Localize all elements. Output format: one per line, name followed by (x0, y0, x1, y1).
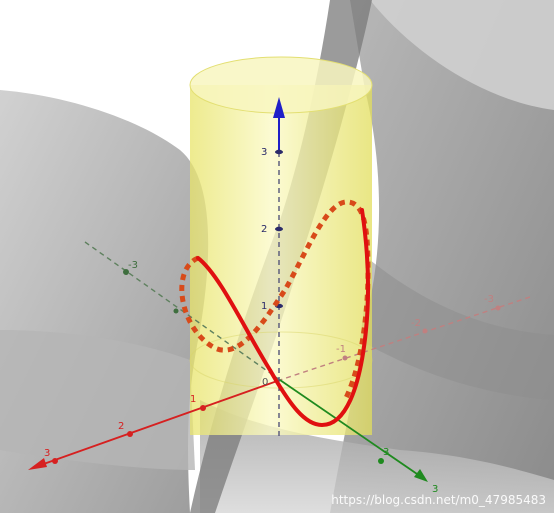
x-tick-label: 2 (118, 421, 124, 432)
x-tick-label: -3 (484, 294, 494, 305)
x-axis-arrow-icon (28, 458, 47, 470)
x-axis (28, 296, 531, 470)
curve-dashed (179, 199, 371, 402)
z-axis (273, 97, 285, 436)
y-axis-arrow-icon (414, 469, 428, 482)
z-tick-label: 1 (261, 301, 267, 312)
y-tick-label: 3 (432, 484, 438, 495)
y-tick-label: -3 (128, 260, 138, 271)
axis-tick-labels: 3 2 1 -1 -2 -3 3 3 -3 3 2 1 0 (44, 147, 494, 495)
z-axis-arrow-icon (273, 97, 285, 118)
y-tick-label: 3 (383, 447, 389, 458)
x-tick-label: -2 (411, 318, 421, 329)
yellow-cylinder (189, 56, 373, 435)
z-tick-label: 3 (261, 147, 267, 158)
y-axis (84, 241, 428, 482)
curve-solid (196, 208, 371, 428)
x-tick-label: 1 (190, 394, 196, 405)
origin-label: 0 (262, 377, 268, 388)
watermark-text: https://blog.csdn.net/m0_47985483 (331, 493, 546, 507)
x-tick-label: -1 (336, 344, 346, 355)
z-tick-label: 2 (261, 224, 267, 235)
x-tick-label: 3 (44, 448, 50, 459)
